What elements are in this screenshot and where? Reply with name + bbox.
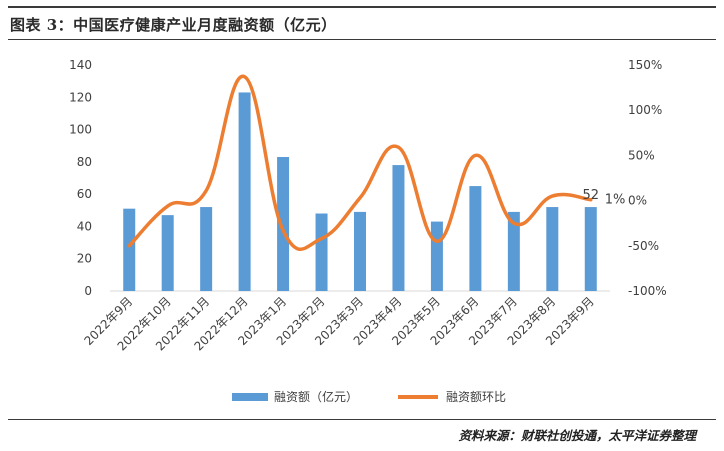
chart-title: 图表 3：中国医疗健康产业月度融资额（亿元） bbox=[10, 16, 337, 34]
line-series-mom bbox=[127, 74, 593, 252]
right-tick-label: 100% bbox=[628, 103, 662, 117]
bar-2023年6月 bbox=[469, 186, 482, 291]
left-tick-label: 20 bbox=[77, 252, 92, 266]
left-tick-label: 140 bbox=[69, 58, 92, 72]
left-axis: 0 20 40 60 80 100 120 140 bbox=[69, 58, 92, 298]
right-axis: -100% -50% 0% 50% 100% 150% bbox=[628, 58, 667, 298]
bar-2022年10月 bbox=[161, 215, 174, 291]
bar-2023年2月 bbox=[315, 213, 328, 291]
source-note: 资料来源：财联社创投通，太平洋证券整理 bbox=[458, 428, 696, 443]
left-tick-label: 60 bbox=[77, 187, 92, 201]
bar-2022年9月 bbox=[123, 208, 136, 291]
x-axis: 2022年9月2022年10月2022年11月2022年12月2023年1月20… bbox=[81, 294, 596, 353]
bar-data-label-last: 52 bbox=[582, 188, 599, 203]
chart-header: 图表 3：中国医疗健康产业月度融资额（亿元） bbox=[8, 6, 716, 40]
bar-2023年1月 bbox=[277, 157, 290, 291]
left-tick-label: 80 bbox=[77, 155, 92, 169]
bar-2023年9月 bbox=[584, 207, 597, 291]
bar-2023年3月 bbox=[354, 211, 366, 291]
left-tick-label: 40 bbox=[77, 219, 92, 233]
right-tick-label: -50% bbox=[628, 239, 659, 253]
bar-2022年11月 bbox=[200, 207, 213, 291]
bar-2023年8月 bbox=[546, 207, 559, 291]
bar-2023年5月 bbox=[430, 221, 443, 291]
footer-divider bbox=[8, 419, 716, 420]
bar-series bbox=[123, 92, 597, 291]
legend: 融资额（亿元） 融资额环比 bbox=[232, 389, 506, 404]
right-tick-label: 150% bbox=[628, 58, 662, 72]
bar-2023年4月 bbox=[392, 165, 405, 291]
left-tick-label: 120 bbox=[69, 90, 92, 104]
right-tick-label: 50% bbox=[628, 148, 655, 162]
legend-swatch-bar bbox=[232, 393, 268, 401]
line-data-label-last: 1% bbox=[605, 193, 626, 208]
left-tick-label: 100 bbox=[69, 123, 92, 137]
left-tick-label: 0 bbox=[84, 284, 92, 298]
right-tick-label: -100% bbox=[628, 284, 667, 298]
right-tick-label: 0% bbox=[628, 194, 647, 208]
legend-label-line: 融资额环比 bbox=[446, 390, 506, 404]
legend-label-bar: 融资额（亿元） bbox=[274, 389, 358, 404]
bar-2022年12月 bbox=[238, 92, 251, 291]
bar-2023年7月 bbox=[507, 211, 520, 291]
